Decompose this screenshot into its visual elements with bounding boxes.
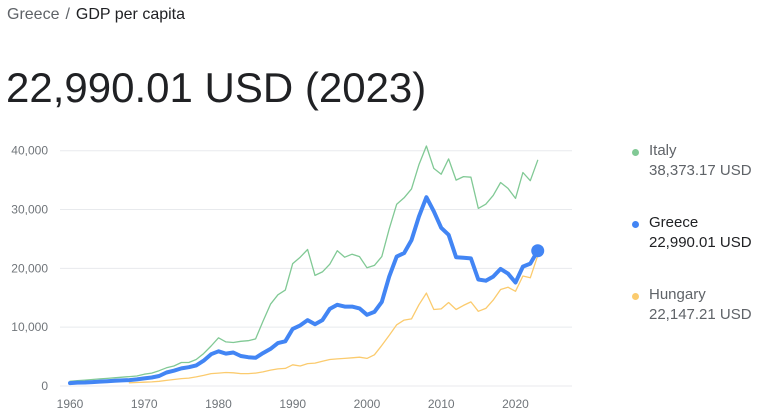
x-tick-label: 1960 <box>57 397 84 411</box>
legend-dot-hungary <box>632 293 639 300</box>
ticks-layer: 0 10,000 20,000 30,000 40,000 1960 1970 1980 199… <box>11 144 529 411</box>
headline-value: 22,990.01 USD (2023) <box>6 64 427 111</box>
legend-item-italy[interactable]: Italy 38,373.17 USD <box>620 142 770 214</box>
gdp-line-chart[interactable]: 0 10,000 20,000 30,000 40,000 1960 1970 1980 199… <box>0 130 600 418</box>
x-tick-label: 2000 <box>354 397 381 411</box>
breadcrumb-area[interactable]: Greece <box>7 6 60 23</box>
legend-value-italy: 38,373.17 USD <box>649 162 752 179</box>
legend-name-italy: Italy <box>649 142 677 159</box>
legend-item-hungary[interactable]: Hungary 22,147.21 USD <box>620 286 770 358</box>
lines-layer <box>68 145 545 386</box>
y-tick-label: 10,000 <box>11 320 48 334</box>
legend: Italy 38,373.17 USD Greece 22,990.01 USD… <box>620 142 770 358</box>
y-tick-label: 20,000 <box>11 261 48 275</box>
highlight-point[interactable] <box>531 244 545 258</box>
grid-layer <box>60 150 572 387</box>
legend-value-greece: 22,990.01 USD <box>649 234 752 251</box>
legend-name-greece: Greece <box>649 214 699 231</box>
x-tick-label: 2010 <box>428 397 455 411</box>
x-tick-label: 1980 <box>205 397 232 411</box>
legend-value-hungary: 22,147.21 USD <box>649 306 752 323</box>
breadcrumb-metric: GDP per capita <box>75 6 186 23</box>
legend-dot-greece <box>632 221 639 228</box>
legend-item-greece[interactable]: Greece 22,990.01 USD <box>620 214 770 286</box>
breadcrumb-separator: / <box>65 6 70 23</box>
series-line-hungary[interactable] <box>128 255 539 384</box>
y-tick-label: 40,000 <box>11 144 48 158</box>
series-line-italy[interactable] <box>69 145 539 382</box>
series-line-greece[interactable] <box>68 195 540 386</box>
x-tick-label: 1990 <box>279 397 306 411</box>
x-tick-label: 2020 <box>502 397 529 411</box>
y-tick-label: 0 <box>41 379 48 393</box>
legend-name-hungary: Hungary <box>649 286 706 303</box>
y-tick-label: 30,000 <box>11 203 48 217</box>
breadcrumb: Greece / GDP per capita <box>7 6 185 24</box>
legend-dot-italy <box>632 149 639 156</box>
x-tick-label: 1970 <box>131 397 158 411</box>
